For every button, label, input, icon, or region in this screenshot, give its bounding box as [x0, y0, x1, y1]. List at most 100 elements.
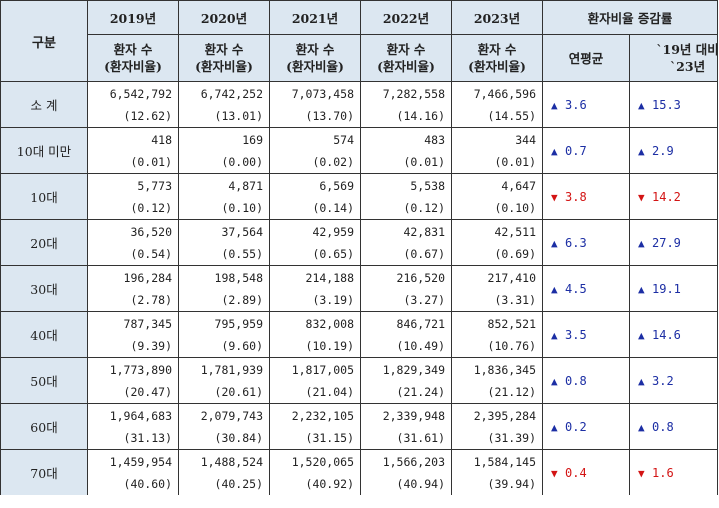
- triangle-up-icon: ▲: [551, 328, 558, 342]
- rate-value: 4.5: [565, 281, 587, 296]
- triangle-up-icon: ▲: [551, 282, 558, 296]
- triangle-up-icon: ▲: [638, 420, 645, 434]
- triangle-up-icon: ▲: [551, 144, 558, 158]
- patient-count: 2,339,948: [382, 408, 445, 423]
- patient-count: 1,829,349: [382, 362, 445, 377]
- patient-ratio: (0.14): [312, 200, 354, 215]
- value-cell: 795,959 (9.60): [178, 311, 270, 358]
- rate-value: 0.2: [565, 419, 587, 434]
- value-cell: 4,647 (0.10): [451, 173, 543, 220]
- value-cell: 6,742,252 (13.01): [178, 81, 270, 128]
- patient-count: 1,520,065: [291, 454, 354, 469]
- patient-count: 42,831: [403, 224, 445, 239]
- patient-ratio: (21.12): [487, 384, 536, 399]
- patients-subheader: 환자 수 (환자비율): [451, 34, 543, 82]
- patient-count: 344: [515, 132, 536, 147]
- patient-ratio: (0.12): [130, 200, 172, 215]
- value-cell: 1,566,203 (40.94): [360, 449, 452, 495]
- triangle-up-icon: ▲: [638, 282, 645, 296]
- patient-count: 1,584,145: [473, 454, 536, 469]
- ratio-label: (환자비율): [195, 59, 253, 74]
- patient-ratio: (0.12): [403, 200, 445, 215]
- patient-ratio: (0.01): [494, 154, 536, 169]
- value-cell: 7,466,596 (14.55): [451, 81, 543, 128]
- value-cell: 2,339,948 (31.61): [360, 403, 452, 450]
- row-category: 60대: [0, 403, 88, 450]
- patient-count: 1,836,345: [473, 362, 536, 377]
- year-header: 2020년: [178, 0, 270, 35]
- value-cell: 418 (0.01): [87, 127, 179, 174]
- patient-ratio: (40.25): [214, 476, 263, 491]
- patient-ratio: (9.39): [130, 338, 172, 353]
- value-cell: 483 (0.01): [360, 127, 452, 174]
- patients-subheader: 환자 수 (환자비율): [269, 34, 361, 82]
- table-row: 40대 787,345 (9.39) 795,959 (9.60) 832,008 (10.…: [0, 311, 719, 358]
- value-cell: 832,008 (10.19): [269, 311, 361, 358]
- patient-ratio: (14.55): [487, 108, 536, 123]
- annual-avg-cell: ▼ 3.8: [542, 173, 630, 220]
- value-cell: 42,831 (0.67): [360, 219, 452, 266]
- value-cell: 169 (0.00): [178, 127, 270, 174]
- rate-value: 14.6: [652, 327, 681, 342]
- vs-2019-cell: ▲ 15.3: [628, 81, 719, 128]
- patient-ratio: (30.84): [214, 430, 263, 445]
- table-body: 소 계 6,542,792 (12.62) 6,742,252 (13.01) 7,073…: [0, 81, 719, 495]
- row-category: 30대: [0, 265, 88, 312]
- patient-count: 787,345: [123, 316, 172, 331]
- value-cell: 42,511 (0.69): [451, 219, 543, 266]
- patients-label: 환자 수: [113, 42, 153, 57]
- vs-2019-cell: ▲ 3.2: [628, 357, 719, 404]
- patient-ratio: (0.01): [403, 154, 445, 169]
- ratio-label: (환자비율): [104, 59, 162, 74]
- rate-value: 6.3: [565, 235, 587, 250]
- value-cell: 1,829,349 (21.24): [360, 357, 452, 404]
- triangle-up-icon: ▲: [638, 236, 645, 250]
- value-cell: 1,459,954 (40.60): [87, 449, 179, 495]
- patient-count: 2,232,105: [291, 408, 354, 423]
- patient-age-table: 구분 2019년 2020년 2021년 2022년 2023년 환자비율 증감…: [0, 0, 719, 495]
- patient-ratio: (0.01): [130, 154, 172, 169]
- patient-ratio: (0.69): [494, 246, 536, 261]
- patients-label: 환자 수: [295, 42, 335, 57]
- value-cell: 1,781,939 (20.61): [178, 357, 270, 404]
- patient-ratio: (31.61): [396, 430, 445, 445]
- patient-ratio: (0.02): [312, 154, 354, 169]
- patients-label: 환자 수: [386, 42, 426, 57]
- patient-count: 1,566,203: [382, 454, 445, 469]
- value-cell: 846,721 (10.49): [360, 311, 452, 358]
- patient-ratio: (0.54): [130, 246, 172, 261]
- header-row-subheaders: 환자 수 (환자비율) 환자 수 (환자비율) 환자 수 (환자비율) 환자 수 (환자…: [1, 34, 719, 82]
- change-group-header: 환자비율 증감률: [541, 0, 719, 35]
- value-cell: 214,188 (3.19): [269, 265, 361, 312]
- patient-count: 846,721: [396, 316, 445, 331]
- header-row-years: 구분 2019년 2020년 2021년 2022년 2023년 환자비율 증감…: [0, 0, 719, 82]
- patient-ratio: (10.49): [396, 338, 445, 353]
- value-cell: 787,345 (9.39): [87, 311, 179, 358]
- annual-avg-cell: ▲ 3.6: [542, 81, 630, 128]
- patients-label: 환자 수: [477, 42, 517, 57]
- patient-count: 42,511: [494, 224, 536, 239]
- value-cell: 1,836,345 (21.12): [451, 357, 543, 404]
- vs-line2: `23년: [669, 59, 706, 74]
- patient-ratio: (3.27): [403, 292, 445, 307]
- triangle-up-icon: ▲: [638, 98, 645, 112]
- patients-label: 환자 수: [204, 42, 244, 57]
- patient-ratio: (31.13): [123, 430, 172, 445]
- patient-count: 483: [424, 132, 445, 147]
- row-category: 20대: [0, 219, 88, 266]
- value-cell: 196,284 (2.78): [87, 265, 179, 312]
- rate-value: 2.9: [652, 143, 674, 158]
- table-row: 10대 미만 418 (0.01) 169 (0.00) 574 (0.02) 483 (0.0…: [0, 127, 719, 174]
- patient-count: 216,520: [396, 270, 445, 285]
- patient-ratio: (0.10): [221, 200, 263, 215]
- value-cell: 198,548 (2.89): [178, 265, 270, 312]
- triangle-down-icon: ▼: [638, 190, 645, 204]
- patient-ratio: (21.24): [396, 384, 445, 399]
- triangle-down-icon: ▼: [551, 466, 558, 480]
- patient-count: 795,959: [214, 316, 263, 331]
- patient-ratio: (14.16): [396, 108, 445, 123]
- value-cell: 7,073,458 (13.70): [269, 81, 361, 128]
- table-row: 10대 5,773 (0.12) 4,871 (0.10) 6,569 (0.14) 5,53…: [0, 173, 719, 220]
- row-category: 50대: [0, 357, 88, 404]
- value-cell: 1,964,683 (31.13): [87, 403, 179, 450]
